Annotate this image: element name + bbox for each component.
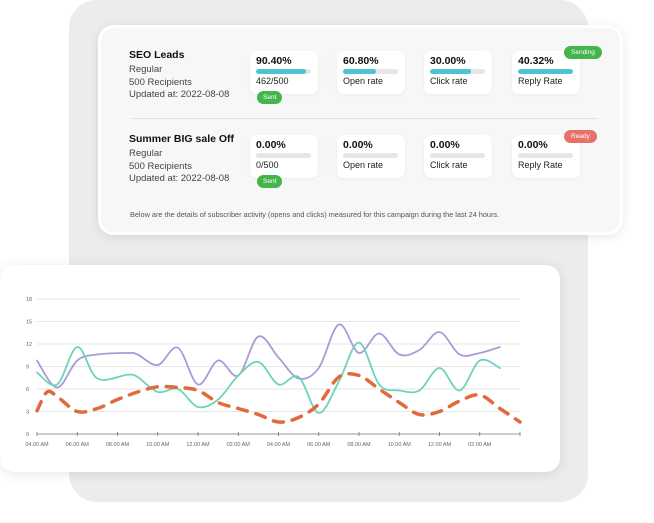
x-tick-label: 08.00 AM (347, 442, 371, 448)
metric-card-reply-rate: 0.00% Reply Rate (512, 135, 580, 178)
progress-bar (343, 69, 398, 74)
y-tick-label: 6 (26, 387, 29, 393)
x-tick-label: 02.00 AM (468, 442, 492, 448)
metric-label: Reply Rate (518, 76, 563, 86)
y-tick-label: 9 (26, 365, 29, 371)
metric-value: 0.00% (343, 139, 373, 151)
x-tick-label: 08.00 AM (106, 442, 130, 448)
metric-card-open-rate: 60.80% Open rate (337, 51, 405, 94)
metric-value: 40.32% (518, 55, 554, 67)
campaign-type: Regular (129, 64, 163, 75)
campaign-recipients: 500 Recipients (129, 76, 192, 88)
metric-card-open-rate: 0.00% Open rate (337, 135, 405, 178)
y-tick-label: 15 (26, 320, 32, 326)
campaign-type: Regular (129, 148, 163, 159)
metric-card-click-rate: 0.00% Click rate (424, 135, 492, 178)
metric-label: Open rate (343, 160, 384, 170)
metric-card-sent: 90.40% 462/500 (250, 51, 318, 94)
x-tick-label: 10.00 AM (388, 442, 412, 448)
series-line-3 (35, 371, 522, 424)
y-tick-label: 3 (26, 410, 29, 416)
activity-chart-card: 0 3 6 9 12 15 18 04.00 AM 06.00 AM 08.00 AM 10.00 … (0, 265, 560, 472)
campaign-updated: Updated at: 2022-08-08 (129, 89, 230, 100)
metric-value: 60.80% (343, 55, 379, 67)
divider (131, 118, 598, 119)
campaign-recipients: 500 Recipients (129, 160, 192, 172)
series-line-1 (36, 323, 501, 389)
metric-label: Open rate (343, 76, 384, 86)
progress-bar (518, 69, 573, 74)
status-badge: Sending (564, 46, 602, 59)
progress-bar (430, 153, 485, 158)
sent-badge: Sent (257, 175, 283, 188)
x-tick-label: 04.00 AM (267, 442, 291, 448)
metric-label: Click rate (430, 76, 468, 86)
metric-value: 0.00% (256, 139, 286, 151)
progress-bar (256, 69, 311, 74)
activity-footnote: Below are the details of subscriber acti… (130, 210, 500, 219)
metric-value: 0.00% (430, 139, 460, 151)
series-line-2 (36, 341, 501, 414)
sent-badge: Sent (257, 91, 283, 104)
campaign-title[interactable]: SEO Leads (129, 49, 185, 61)
metric-value: 30.00% (430, 55, 466, 67)
y-tick-label: 18 (26, 297, 32, 303)
x-tick-label: 04.00 AM (25, 442, 49, 448)
metric-label: Reply Rate (518, 160, 563, 170)
x-tick-label: 06.00 AM (66, 442, 90, 448)
progress-bar (518, 153, 573, 158)
progress-fill (343, 69, 377, 74)
metric-label: Click rate (430, 160, 468, 170)
progress-bar (256, 153, 311, 158)
campaign-info: SEO Leads Regular 500 Recipients Updated… (129, 49, 229, 102)
x-tick-label: 06.00 AM (307, 442, 331, 448)
metric-label: 0/500 (256, 160, 279, 170)
metric-label: 462/500 (256, 76, 289, 86)
progress-bar (343, 153, 398, 158)
status-badge: Ready (564, 130, 597, 143)
metric-value: 90.40% (256, 55, 292, 67)
x-tick-label: 12.00 AM (186, 442, 210, 448)
progress-fill (256, 69, 306, 74)
metric-value: 0.00% (518, 139, 548, 151)
x-tick-label: 02.00 AM (227, 442, 251, 448)
progress-fill (518, 69, 573, 74)
progress-fill (430, 69, 471, 74)
campaign-summary-card: SEO Leads Regular 500 Recipients Updated… (98, 25, 623, 235)
campaign-info: Summer BIG sale Off Regular 500 Recipien… (129, 133, 234, 186)
x-tick-label: 10.00 AM (146, 442, 170, 448)
y-tick-label: 0 (26, 432, 29, 438)
progress-bar (430, 69, 485, 74)
campaign-title[interactable]: Summer BIG sale Off (129, 133, 235, 145)
metric-card-sent: 0.00% 0/500 (250, 135, 318, 178)
metric-card-click-rate: 30.00% Click rate (424, 51, 492, 94)
y-tick-label: 12 (26, 342, 32, 348)
x-tick-label: 12.00 AM (428, 442, 452, 448)
campaign-updated: Updated at: 2022-08-08 (129, 173, 230, 184)
activity-line-chart: 0 3 6 9 12 15 18 04.00 AM 06.00 AM 08.00 AM 10.00 … (25, 297, 522, 448)
